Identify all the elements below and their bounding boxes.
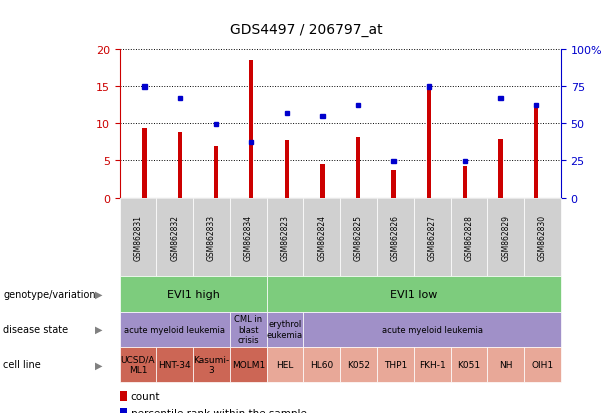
Text: GSM862834: GSM862834: [244, 214, 253, 261]
Bar: [392, 159, 396, 164]
Text: HEL: HEL: [276, 360, 294, 369]
Bar: [320, 165, 324, 198]
Bar: [534, 109, 538, 198]
Bar: [427, 85, 432, 89]
Bar: [356, 104, 360, 108]
Text: THP1: THP1: [384, 360, 407, 369]
Bar: [249, 61, 253, 198]
Text: EVI1 low: EVI1 low: [390, 289, 438, 299]
Text: GSM862823: GSM862823: [281, 214, 289, 261]
Bar: [320, 115, 324, 119]
Text: GSM862831: GSM862831: [134, 214, 142, 261]
Text: HL60: HL60: [310, 360, 333, 369]
Text: disease state: disease state: [3, 324, 68, 335]
Text: GSM862825: GSM862825: [354, 214, 363, 261]
Text: GSM862824: GSM862824: [318, 214, 326, 261]
Text: HNT-34: HNT-34: [158, 360, 191, 369]
Bar: [249, 141, 253, 145]
Bar: [392, 171, 396, 198]
Text: GSM862830: GSM862830: [538, 214, 547, 261]
Bar: [284, 111, 289, 115]
Bar: [498, 140, 503, 198]
Bar: [356, 137, 360, 198]
Text: acute myeloid leukemia: acute myeloid leukemia: [382, 325, 482, 334]
Text: genotype/variation: genotype/variation: [3, 289, 96, 299]
Text: MOLM1: MOLM1: [232, 360, 265, 369]
Bar: [463, 166, 467, 198]
Text: GSM862832: GSM862832: [170, 214, 179, 261]
Text: FKH-1: FKH-1: [419, 360, 446, 369]
Text: Kasumi-
3: Kasumi- 3: [193, 355, 230, 374]
Text: NH: NH: [499, 360, 512, 369]
Text: GSM862826: GSM862826: [391, 214, 400, 261]
Bar: [178, 96, 182, 100]
Text: OIH1: OIH1: [531, 360, 554, 369]
Text: GSM862833: GSM862833: [207, 214, 216, 261]
Text: K051: K051: [457, 360, 481, 369]
Bar: [427, 89, 432, 198]
Text: count: count: [131, 391, 160, 401]
Bar: [213, 122, 218, 126]
Text: cell line: cell line: [3, 359, 41, 370]
Text: erythrol
eukemia: erythrol eukemia: [267, 320, 303, 339]
Text: percentile rank within the sample: percentile rank within the sample: [131, 408, 306, 413]
Bar: [142, 85, 147, 89]
Bar: [178, 133, 182, 198]
Text: GSM862829: GSM862829: [501, 214, 510, 261]
Bar: [284, 140, 289, 198]
Text: K052: K052: [347, 360, 370, 369]
Text: acute myeloid leukemia: acute myeloid leukemia: [124, 325, 225, 334]
Text: CML in
blast
crisis: CML in blast crisis: [234, 315, 262, 344]
Bar: [213, 146, 218, 198]
Text: GSM862827: GSM862827: [428, 214, 436, 261]
Text: GSM862828: GSM862828: [465, 215, 473, 260]
Bar: [498, 96, 503, 100]
Text: ▶: ▶: [95, 289, 102, 299]
Text: GDS4497 / 206797_at: GDS4497 / 206797_at: [230, 23, 383, 37]
Bar: [142, 129, 147, 198]
Text: EVI1 high: EVI1 high: [167, 289, 219, 299]
Text: ▶: ▶: [95, 324, 102, 335]
Bar: [534, 104, 538, 108]
Text: ▶: ▶: [95, 359, 102, 370]
Bar: [463, 159, 467, 164]
Text: UCSD/A
ML1: UCSD/A ML1: [121, 355, 155, 374]
